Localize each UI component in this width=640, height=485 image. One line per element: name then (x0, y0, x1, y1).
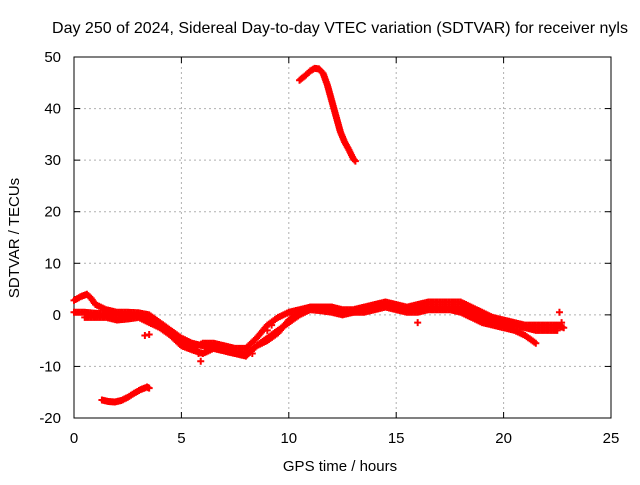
y-tick-label: 10 (44, 255, 61, 272)
data-point (350, 156, 358, 164)
x-axis-label: GPS time / hours (283, 458, 397, 475)
x-tick-label: 20 (495, 430, 512, 447)
data-point (195, 350, 203, 358)
chart-title: Day 250 of 2024, Sidereal Day-to-day VTE… (52, 20, 628, 37)
data-point (558, 319, 566, 327)
data-point (560, 324, 568, 332)
y-tick-label: 0 (53, 307, 61, 324)
data-point (145, 384, 153, 392)
axis-ticks: 0 5 10 15 20 25 -20 -10 0 10 20 30 40 50 (39, 49, 619, 447)
data-point (248, 350, 256, 358)
data-point (268, 321, 276, 329)
x-tick-label: 25 (603, 430, 620, 447)
y-tick-label: -10 (39, 358, 61, 375)
data-points (70, 64, 568, 406)
x-tick-label: 15 (388, 430, 405, 447)
data-point (263, 326, 271, 334)
x-tick-label: 5 (177, 430, 185, 447)
y-tick-label: -20 (39, 410, 61, 427)
y-axis-label: SDTVAR / TECUs (6, 178, 23, 298)
plot-frame (73, 56, 612, 419)
y-tick-label: 40 (44, 101, 61, 118)
series-low-arc (98, 383, 153, 406)
data-point (504, 324, 512, 332)
data-point (555, 308, 563, 316)
y-tick-label: 30 (44, 152, 61, 169)
gridlines (74, 57, 611, 418)
y-tick-label: 50 (44, 49, 61, 66)
data-point (414, 319, 422, 327)
data-point (532, 339, 540, 347)
series-high-arc (296, 64, 359, 165)
x-tick-label: 10 (280, 430, 297, 447)
data-point (141, 331, 149, 339)
series-scattered-points (141, 308, 566, 365)
series-lower-band (81, 303, 540, 359)
data-point (351, 157, 359, 165)
data-point (145, 330, 153, 338)
y-tick-label: 20 (44, 204, 61, 221)
data-point (553, 326, 561, 334)
data-point (197, 357, 205, 365)
x-tick-label: 0 (70, 430, 78, 447)
